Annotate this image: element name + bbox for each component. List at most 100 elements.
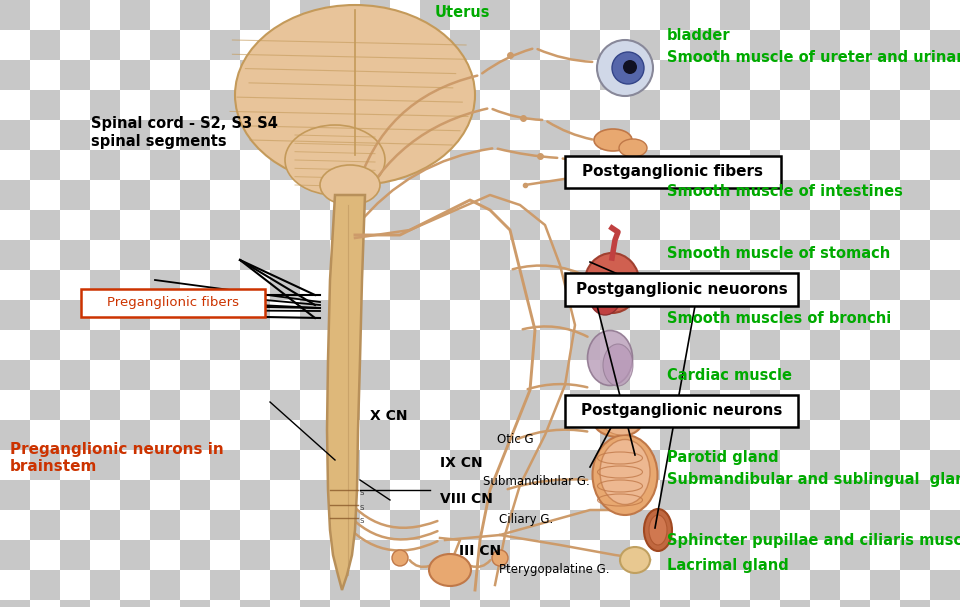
Bar bbox=[330, 240, 360, 270]
Bar bbox=[0, 570, 30, 600]
Bar bbox=[390, 390, 420, 420]
Bar bbox=[510, 300, 540, 330]
Bar bbox=[510, 600, 540, 607]
Bar bbox=[900, 600, 930, 607]
Bar bbox=[90, 180, 120, 210]
Bar bbox=[420, 360, 450, 390]
Bar bbox=[120, 180, 150, 210]
Bar bbox=[660, 240, 690, 270]
Bar bbox=[540, 570, 570, 600]
Bar bbox=[60, 480, 90, 510]
Bar bbox=[750, 240, 780, 270]
Bar bbox=[180, 540, 210, 570]
Ellipse shape bbox=[589, 275, 621, 315]
Bar bbox=[840, 210, 870, 240]
Bar bbox=[540, 60, 570, 90]
Bar bbox=[300, 30, 330, 60]
Bar bbox=[360, 360, 390, 390]
Ellipse shape bbox=[620, 547, 650, 573]
Bar bbox=[870, 210, 900, 240]
Bar bbox=[780, 0, 810, 30]
Bar bbox=[240, 390, 270, 420]
Bar bbox=[150, 480, 180, 510]
Bar bbox=[540, 480, 570, 510]
Bar bbox=[390, 420, 420, 450]
Bar bbox=[810, 60, 840, 90]
Bar bbox=[840, 270, 870, 300]
Bar bbox=[390, 240, 420, 270]
Ellipse shape bbox=[285, 125, 385, 195]
Bar bbox=[780, 120, 810, 150]
Text: Parotid gland: Parotid gland bbox=[667, 450, 779, 464]
Bar bbox=[300, 150, 330, 180]
Text: Spinal cord - S2, S3 S4
spinal segments: Spinal cord - S2, S3 S4 spinal segments bbox=[91, 116, 278, 149]
Bar bbox=[690, 510, 720, 540]
Bar bbox=[450, 150, 480, 180]
Bar bbox=[240, 0, 270, 30]
Bar bbox=[390, 150, 420, 180]
Bar bbox=[360, 210, 390, 240]
Text: Pterygopalatine G.: Pterygopalatine G. bbox=[499, 563, 610, 576]
Bar bbox=[510, 150, 540, 180]
Bar bbox=[510, 180, 540, 210]
Bar bbox=[180, 210, 210, 240]
Bar bbox=[690, 450, 720, 480]
Bar bbox=[210, 210, 240, 240]
Bar bbox=[240, 570, 270, 600]
Bar bbox=[840, 330, 870, 360]
Bar bbox=[930, 420, 960, 450]
Bar bbox=[0, 420, 30, 450]
Bar bbox=[660, 480, 690, 510]
Bar bbox=[120, 570, 150, 600]
Bar bbox=[570, 0, 600, 30]
Bar bbox=[270, 150, 300, 180]
Bar bbox=[330, 30, 360, 60]
Bar bbox=[270, 300, 300, 330]
Bar bbox=[180, 240, 210, 270]
Bar bbox=[420, 90, 450, 120]
Bar bbox=[60, 510, 90, 540]
Bar bbox=[90, 450, 120, 480]
Bar bbox=[90, 60, 120, 90]
Bar bbox=[750, 510, 780, 540]
Bar bbox=[930, 60, 960, 90]
Bar bbox=[780, 90, 810, 120]
Bar bbox=[210, 90, 240, 120]
Bar bbox=[540, 420, 570, 450]
Bar bbox=[600, 450, 630, 480]
Bar bbox=[30, 420, 60, 450]
Bar bbox=[810, 390, 840, 420]
Bar bbox=[450, 540, 480, 570]
Bar bbox=[450, 390, 480, 420]
Bar bbox=[90, 150, 120, 180]
Bar bbox=[540, 330, 570, 360]
Bar bbox=[330, 540, 360, 570]
Bar bbox=[120, 150, 150, 180]
Bar bbox=[900, 360, 930, 390]
Bar bbox=[630, 240, 660, 270]
Bar bbox=[570, 360, 600, 390]
Bar bbox=[300, 180, 330, 210]
Bar bbox=[30, 450, 60, 480]
Bar bbox=[180, 390, 210, 420]
Bar bbox=[270, 240, 300, 270]
Bar bbox=[120, 30, 150, 60]
Bar bbox=[360, 30, 390, 60]
Bar bbox=[570, 510, 600, 540]
Bar bbox=[390, 30, 420, 60]
Bar bbox=[240, 510, 270, 540]
Circle shape bbox=[392, 550, 408, 566]
Bar bbox=[930, 300, 960, 330]
Bar bbox=[780, 570, 810, 600]
Bar bbox=[810, 30, 840, 60]
Bar bbox=[360, 480, 390, 510]
Bar bbox=[240, 90, 270, 120]
Bar bbox=[210, 540, 240, 570]
Bar bbox=[780, 180, 810, 210]
Bar bbox=[360, 240, 390, 270]
Bar bbox=[180, 180, 210, 210]
Bar bbox=[270, 570, 300, 600]
Text: bladder: bladder bbox=[667, 28, 731, 42]
Bar bbox=[930, 150, 960, 180]
Bar bbox=[150, 0, 180, 30]
